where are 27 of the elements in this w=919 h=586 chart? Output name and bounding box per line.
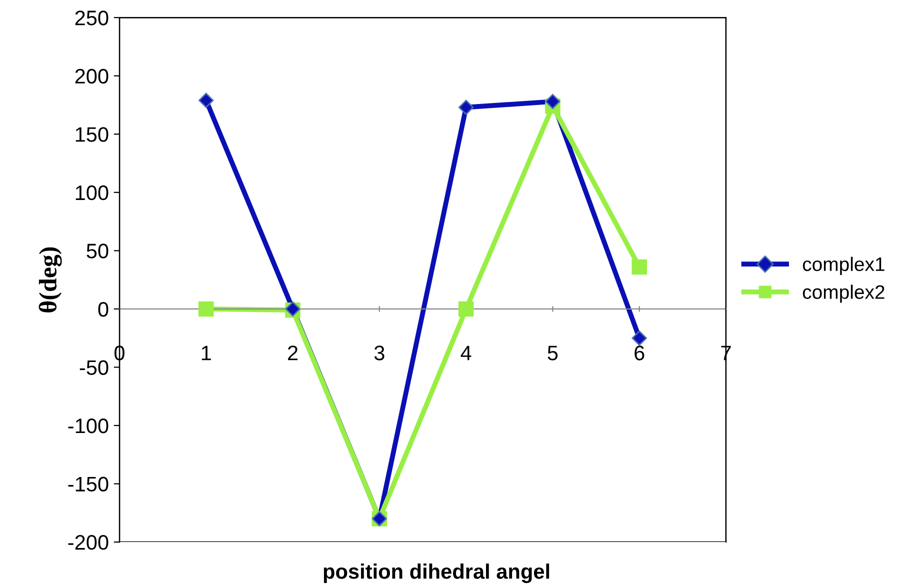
point xyxy=(632,330,647,346)
y-tick-label: 250 xyxy=(75,10,108,26)
x-axis-title: position dihedral angel xyxy=(324,564,550,584)
y-tick-label: -100 xyxy=(68,418,108,434)
point xyxy=(632,259,647,275)
y-tick-label: -150 xyxy=(68,476,108,492)
y-tick-label: -50 xyxy=(80,360,108,375)
point xyxy=(545,94,560,110)
y-tick-label: 200 xyxy=(75,68,108,84)
x-tick-label: 2 xyxy=(288,346,298,360)
point xyxy=(458,100,474,115)
y-tick-label: 50 xyxy=(86,244,108,258)
point xyxy=(198,301,214,317)
x-tick-label: 5 xyxy=(548,346,558,360)
x-tick-label: 1 xyxy=(202,346,211,360)
y-tick-label: 100 xyxy=(76,185,108,200)
y-tick-label: 150 xyxy=(76,127,108,142)
x-tick-label: 3 xyxy=(374,346,384,360)
y-tick-label: 0 xyxy=(98,302,108,317)
x-tick-label: 6 xyxy=(634,346,644,360)
legend-label: complex2 xyxy=(802,284,884,303)
y-axis-title: θ(deg) xyxy=(38,247,62,312)
legend-label: complex1 xyxy=(802,256,884,275)
point xyxy=(458,301,474,317)
x-tick-label: 4 xyxy=(460,346,472,360)
y-tick-label: -200 xyxy=(68,535,108,550)
point xyxy=(198,92,214,108)
